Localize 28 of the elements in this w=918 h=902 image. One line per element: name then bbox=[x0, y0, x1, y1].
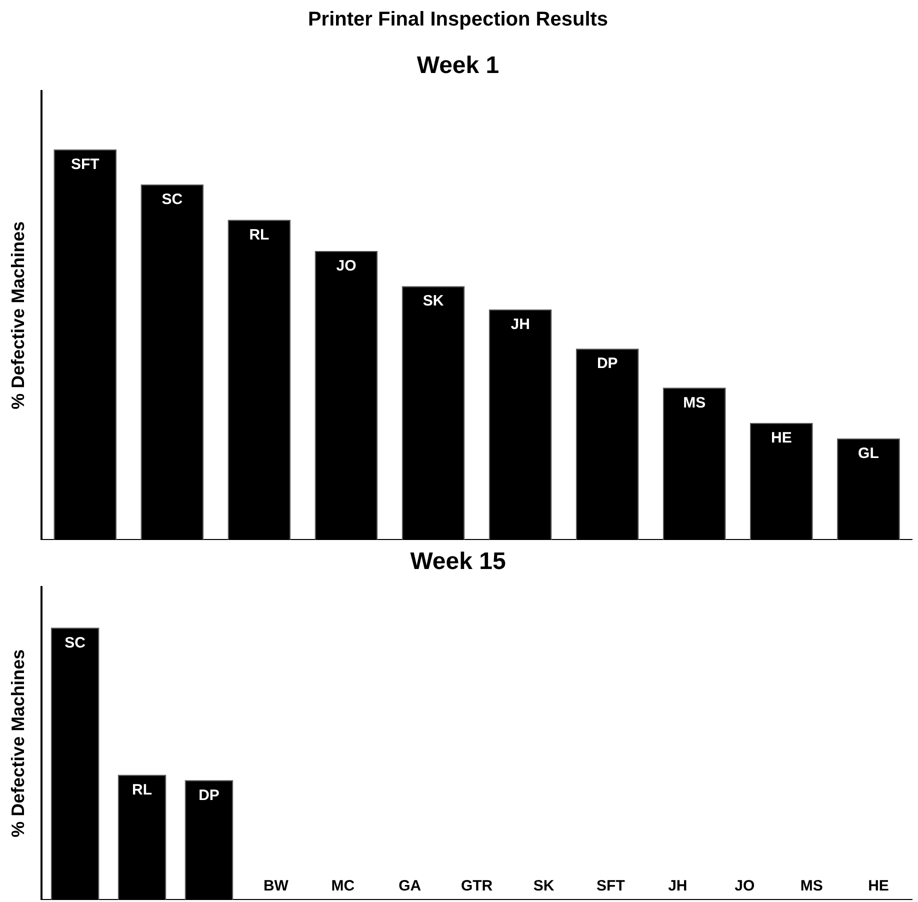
x-tick-label: JO bbox=[734, 878, 755, 895]
x-tick-label: JO bbox=[336, 258, 357, 275]
x-tick-label: JH bbox=[668, 878, 688, 895]
x-tick-label: MS bbox=[800, 878, 823, 895]
x-tick-label: HE bbox=[771, 429, 792, 446]
x-tick-label: BW bbox=[263, 878, 290, 895]
x-tick-label: DP bbox=[198, 786, 220, 804]
chart-subtitle: Week 1 bbox=[416, 52, 500, 80]
chart-title: Week 15 bbox=[410, 548, 506, 576]
y-axis-title: % Defective Machines bbox=[8, 221, 28, 410]
y-axis-title: % Defective Machines bbox=[8, 649, 28, 838]
x-tick-label: SK bbox=[533, 878, 554, 895]
x-tick-label: JH bbox=[510, 316, 530, 334]
x-tick-label: HE bbox=[868, 878, 889, 895]
x-tick-label: RL bbox=[249, 226, 270, 244]
x-tick-label: DP bbox=[596, 355, 618, 372]
x-tick-label: SK bbox=[422, 292, 444, 310]
x-tick-label: SFT bbox=[596, 878, 625, 895]
chart-title: Printer Final Inspection Results bbox=[308, 8, 608, 31]
x-tick-label: GL bbox=[858, 445, 879, 462]
x-tick-label: MC bbox=[331, 878, 355, 895]
x-tick-label: MS bbox=[683, 394, 706, 412]
x-tick-label: GA bbox=[398, 878, 422, 895]
x-tick-label: RL bbox=[132, 781, 152, 798]
x-tick-label: SC bbox=[162, 191, 183, 208]
x-tick-label: GTR bbox=[460, 878, 493, 895]
x-tick-label: SC bbox=[64, 634, 86, 652]
x-tick-label: SFT bbox=[70, 156, 100, 174]
